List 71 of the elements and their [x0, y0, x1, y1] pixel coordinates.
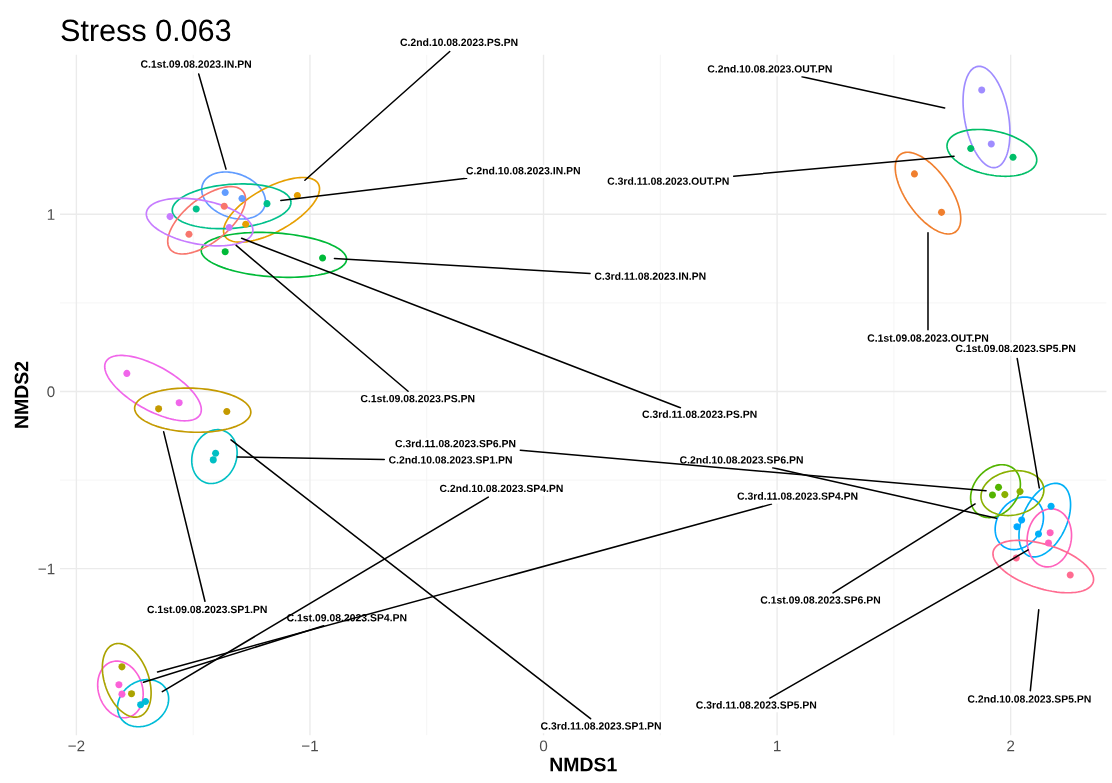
y-tick-label: 1 [47, 209, 55, 220]
chart-title: Stress 0.063 [61, 19, 231, 42]
annotation: C.2nd.10.08.2023.IN.PN [466, 166, 580, 175]
x-tick-label: 0 [539, 740, 548, 752]
point [141, 698, 150, 706]
point [1046, 529, 1054, 537]
x-axis-title: NMDS1 [550, 757, 617, 772]
annotation: C.2nd.10.08.2023.SP5.PN [967, 695, 1091, 703]
point [978, 86, 986, 94]
annotation: C.2nd.10.08.2023.OUT.PN [707, 64, 832, 73]
point [166, 213, 174, 221]
point [238, 194, 246, 203]
point [1001, 491, 1009, 499]
point [1047, 502, 1055, 510]
annotation: C.1st.09.08.2023.SP1.PN [147, 605, 267, 614]
annotation: C.1st.09.08.2023.PS.PN [360, 394, 475, 403]
point [221, 248, 229, 256]
annotation: C.3rd.11.08.2023.PS.PN [642, 410, 757, 418]
annotation: C.3rd.11.08.2023.SP4.PN [737, 492, 858, 500]
point [319, 254, 327, 262]
point [192, 205, 200, 213]
point [185, 230, 193, 238]
point [115, 681, 123, 689]
point [175, 399, 183, 407]
point [1034, 530, 1043, 538]
y-tick-label: −1 [38, 563, 55, 575]
point [242, 220, 250, 228]
point [155, 405, 163, 413]
point [1013, 523, 1021, 531]
point [209, 456, 217, 464]
annotation: C.1st.09.08.2023.IN.PN [140, 60, 251, 68]
point [127, 690, 136, 698]
x-tick-label: −1 [302, 740, 318, 752]
point [137, 701, 145, 709]
annotation: C.2nd.10.08.2023.SP4.PN [439, 484, 563, 493]
annotation: C.3rd.11.08.2023.OUT.PN [607, 177, 729, 185]
point [118, 663, 126, 671]
x-tick-label: 1 [774, 740, 781, 752]
annotation: C.1st.09.08.2023.SP6.PN [760, 596, 881, 604]
y-axis-title: NMDS2 [14, 361, 29, 428]
point [994, 483, 1003, 491]
point [212, 449, 220, 457]
point [1066, 571, 1074, 579]
point [1016, 488, 1024, 496]
point [1009, 153, 1017, 161]
text: C.2nd.10.08.2023.PS.PN [400, 38, 518, 46]
point [988, 491, 996, 499]
point [123, 369, 131, 377]
annotation: C.3rd.11.08.2023.IN.PN [594, 272, 706, 280]
y-tick-label: 0 [47, 386, 55, 398]
x-tick-label: 2 [1007, 740, 1015, 752]
point [263, 200, 271, 208]
annotation: C.3rd.11.08.2023.SP6.PN [395, 439, 516, 448]
point [967, 145, 975, 153]
annotation: C.1st.09.08.2023.SP5.PN [955, 344, 1076, 353]
x-tick-label: −2 [68, 740, 85, 752]
point [221, 188, 229, 197]
point [223, 407, 231, 416]
point [938, 208, 946, 216]
point [220, 202, 228, 210]
point [118, 690, 126, 698]
annotation: C.1st.09.08.2023.OUT.PN [867, 334, 989, 342]
annotation: C.2nd.10.08.2023.SP1.PN [389, 455, 512, 464]
point [225, 224, 233, 232]
point [987, 140, 995, 148]
annotation: C.3rd.11.08.2023.SP5.PN [696, 701, 817, 709]
annotation: C.3rd.11.08.2023.SP1.PN [540, 721, 661, 730]
annotation: C.2nd.10.08.2023.SP6.PN [680, 455, 803, 464]
point [1018, 516, 1026, 524]
point [910, 170, 918, 178]
point [1044, 539, 1053, 547]
